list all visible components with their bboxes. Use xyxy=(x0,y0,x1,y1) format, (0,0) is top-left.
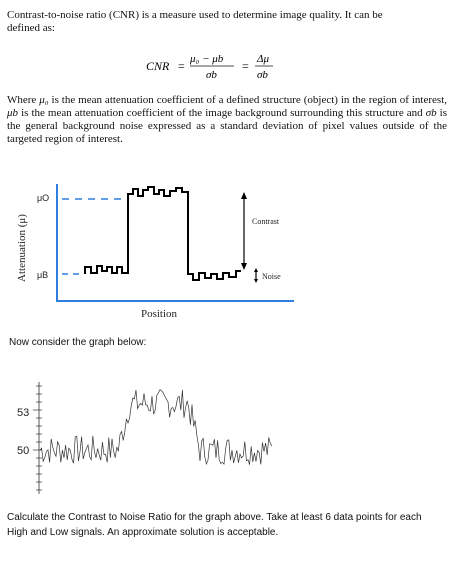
y-axis-label: Attenuation (μ) xyxy=(16,214,28,282)
y-tick-label-53: 53 xyxy=(17,407,29,419)
noisy-signal-graph: 53 50 xyxy=(17,382,273,494)
mu0-level-label: μO xyxy=(37,193,49,203)
sigmab-symbol: σb xyxy=(425,107,437,119)
intro-line-2: defined as: xyxy=(7,22,55,34)
formula-numerator-1: μ₀ − μb xyxy=(189,53,224,65)
definitions-paragraph: Where μ₀ is the mean attenuation coeffic… xyxy=(7,94,447,146)
noise-arrowhead-up xyxy=(254,268,258,272)
intro-paragraph: Contrast-to-noise ratio (CNR) is a measu… xyxy=(7,9,447,35)
formula-denominator-1: σb xyxy=(206,69,217,81)
intro-line-1: Contrast-to-noise ratio (CNR) is a measu… xyxy=(7,9,383,21)
formula-lhs: CNR xyxy=(146,59,170,73)
question-line-2: High and Low signals. An approximate sol… xyxy=(7,527,279,538)
cnr-diagram: Attenuation (μ) μO μB Contrast Noise Pos… xyxy=(16,184,294,320)
question-paragraph: Calculate the Contrast to Noise Ratio fo… xyxy=(7,510,447,540)
graph2-y-ticks xyxy=(33,385,42,491)
noise-label: Noise xyxy=(262,272,281,281)
formula-eq-2: = xyxy=(242,59,249,73)
where-text-2: is the mean attenuation coefficient of a… xyxy=(48,94,447,106)
noise-arrowhead-down xyxy=(254,279,258,283)
noisy-signal-trace xyxy=(39,389,273,466)
where-text-3: is the mean attenuation coefficient of t… xyxy=(18,107,426,119)
y-tick-label-50: 50 xyxy=(17,445,29,457)
formula-denominator-2: σb xyxy=(257,69,268,81)
where-text-1: Where xyxy=(7,94,40,106)
mub-symbol: μb xyxy=(7,107,19,119)
contrast-label: Contrast xyxy=(252,217,280,226)
signal-trace xyxy=(84,186,241,281)
formula-numerator-2: Δμ xyxy=(256,53,269,65)
where-text-4: is the general background noise expresse… xyxy=(7,107,447,145)
graph-prompt: Now consider the graph below: xyxy=(9,337,147,348)
contrast-arrowhead-down xyxy=(241,263,247,270)
formula-eq-1: = xyxy=(178,59,185,73)
mub-level-label: μB xyxy=(37,270,48,280)
contrast-arrowhead-up xyxy=(241,192,247,199)
cnr-formula: CNR = μ₀ − μb σb = Δμ σb xyxy=(146,53,273,81)
mu0-symbol: μ₀ xyxy=(39,94,49,106)
x-axis-label: Position xyxy=(141,308,178,320)
question-line-1: Calculate the Contrast to Noise Ratio fo… xyxy=(7,512,422,523)
